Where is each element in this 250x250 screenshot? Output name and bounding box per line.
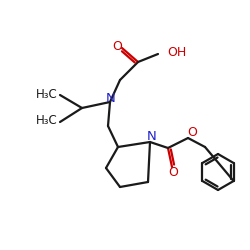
Text: OH: OH [167, 46, 186, 60]
Text: O: O [168, 166, 178, 178]
Text: O: O [187, 126, 197, 140]
Text: N: N [147, 130, 157, 142]
Text: H₃C: H₃C [36, 88, 58, 101]
Text: O: O [112, 40, 122, 54]
Text: H₃C: H₃C [36, 114, 58, 128]
Text: N: N [106, 92, 116, 106]
